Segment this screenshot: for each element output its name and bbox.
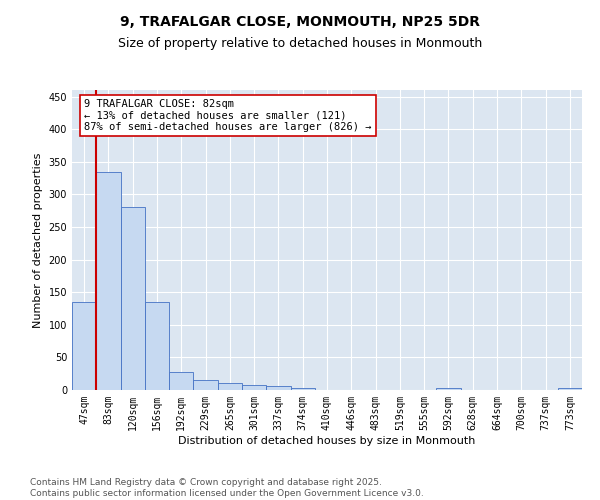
Bar [193, 380, 218, 390]
Text: 9 TRAFALGAR CLOSE: 82sqm
← 13% of detached houses are smaller (121)
87% of semi-: 9 TRAFALGAR CLOSE: 82sqm ← 13% of detach… [84, 99, 371, 132]
Bar [96, 172, 121, 390]
Bar [121, 208, 145, 390]
Text: 9, TRAFALGAR CLOSE, MONMOUTH, NP25 5DR: 9, TRAFALGAR CLOSE, MONMOUTH, NP25 5DR [120, 15, 480, 29]
Bar [145, 302, 169, 390]
Text: Contains HM Land Registry data © Crown copyright and database right 2025.
Contai: Contains HM Land Registry data © Crown c… [30, 478, 424, 498]
Bar [72, 302, 96, 390]
Bar [558, 388, 582, 390]
Y-axis label: Number of detached properties: Number of detached properties [33, 152, 43, 328]
X-axis label: Distribution of detached houses by size in Monmouth: Distribution of detached houses by size … [178, 436, 476, 446]
Bar [266, 386, 290, 390]
Bar [242, 385, 266, 390]
Bar [218, 383, 242, 390]
Bar [290, 388, 315, 390]
Bar [169, 372, 193, 390]
Bar [436, 388, 461, 390]
Text: Size of property relative to detached houses in Monmouth: Size of property relative to detached ho… [118, 38, 482, 51]
